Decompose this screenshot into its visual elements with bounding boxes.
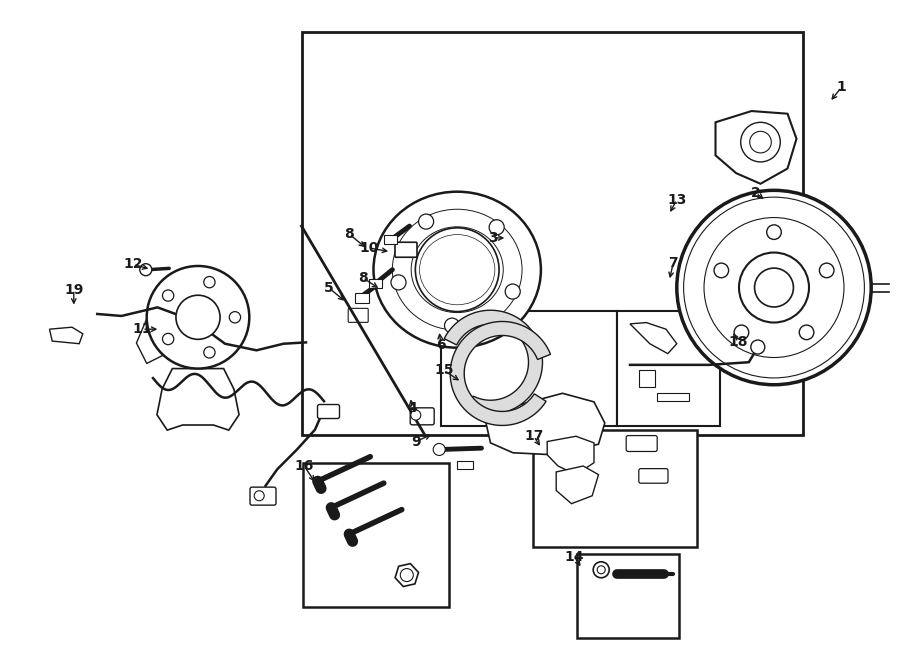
Circle shape xyxy=(767,225,781,239)
Text: 8: 8 xyxy=(358,270,367,285)
Polygon shape xyxy=(157,369,239,430)
FancyBboxPatch shape xyxy=(639,469,668,483)
Text: 11: 11 xyxy=(132,322,152,336)
Bar xyxy=(441,311,616,426)
FancyBboxPatch shape xyxy=(348,308,368,323)
FancyBboxPatch shape xyxy=(250,487,276,505)
Circle shape xyxy=(750,132,771,153)
Polygon shape xyxy=(486,393,605,455)
Circle shape xyxy=(391,275,406,290)
Polygon shape xyxy=(630,323,677,354)
Circle shape xyxy=(593,562,609,578)
Circle shape xyxy=(176,295,220,339)
Text: 10: 10 xyxy=(359,241,379,255)
FancyBboxPatch shape xyxy=(395,242,417,257)
Bar xyxy=(369,279,382,288)
Circle shape xyxy=(684,197,864,378)
Circle shape xyxy=(147,266,249,369)
Text: 9: 9 xyxy=(411,434,420,449)
Circle shape xyxy=(203,347,215,358)
FancyBboxPatch shape xyxy=(318,405,339,418)
Bar xyxy=(639,370,655,387)
Bar xyxy=(457,461,473,469)
Text: 15: 15 xyxy=(434,363,454,377)
Circle shape xyxy=(415,228,499,311)
Bar xyxy=(384,235,397,245)
Circle shape xyxy=(433,444,446,455)
Polygon shape xyxy=(450,321,551,426)
Bar xyxy=(355,293,369,303)
Polygon shape xyxy=(547,436,594,475)
Text: 6: 6 xyxy=(436,338,446,352)
Circle shape xyxy=(163,290,174,301)
Polygon shape xyxy=(137,307,177,364)
Polygon shape xyxy=(445,310,543,414)
Circle shape xyxy=(751,340,765,354)
Text: 12: 12 xyxy=(123,257,143,272)
Ellipse shape xyxy=(374,192,541,348)
Bar xyxy=(657,393,688,401)
Text: 16: 16 xyxy=(294,459,314,473)
Text: 13: 13 xyxy=(667,192,687,207)
Circle shape xyxy=(410,410,421,420)
Text: 19: 19 xyxy=(64,282,84,297)
Circle shape xyxy=(704,217,844,358)
Text: 1: 1 xyxy=(837,80,846,95)
Circle shape xyxy=(505,284,520,299)
Text: 8: 8 xyxy=(345,227,354,241)
Text: 2: 2 xyxy=(752,186,760,200)
Circle shape xyxy=(418,214,434,229)
Circle shape xyxy=(754,268,794,307)
Bar xyxy=(303,463,449,607)
Circle shape xyxy=(489,219,504,235)
Text: 17: 17 xyxy=(524,429,544,444)
Circle shape xyxy=(819,263,834,278)
Bar xyxy=(616,311,720,426)
Bar xyxy=(533,430,697,547)
Polygon shape xyxy=(716,111,796,184)
Circle shape xyxy=(598,566,605,574)
Circle shape xyxy=(445,318,460,333)
Circle shape xyxy=(739,253,809,323)
Text: 18: 18 xyxy=(728,335,748,350)
Circle shape xyxy=(741,122,780,162)
Text: 3: 3 xyxy=(489,231,498,245)
Text: 14: 14 xyxy=(564,549,584,564)
Circle shape xyxy=(400,568,413,582)
Polygon shape xyxy=(50,327,83,344)
Polygon shape xyxy=(556,466,599,504)
Circle shape xyxy=(714,263,729,278)
Text: 5: 5 xyxy=(324,280,333,295)
Circle shape xyxy=(799,325,814,340)
Circle shape xyxy=(230,311,240,323)
FancyBboxPatch shape xyxy=(410,408,434,425)
Circle shape xyxy=(140,264,152,276)
Bar xyxy=(577,554,679,638)
Text: 4: 4 xyxy=(408,401,417,416)
Circle shape xyxy=(734,325,749,340)
Circle shape xyxy=(677,190,871,385)
Circle shape xyxy=(163,333,174,344)
Circle shape xyxy=(254,490,265,501)
Text: 7: 7 xyxy=(669,256,678,270)
Circle shape xyxy=(203,276,215,288)
Bar xyxy=(302,32,803,435)
FancyBboxPatch shape xyxy=(626,436,657,451)
